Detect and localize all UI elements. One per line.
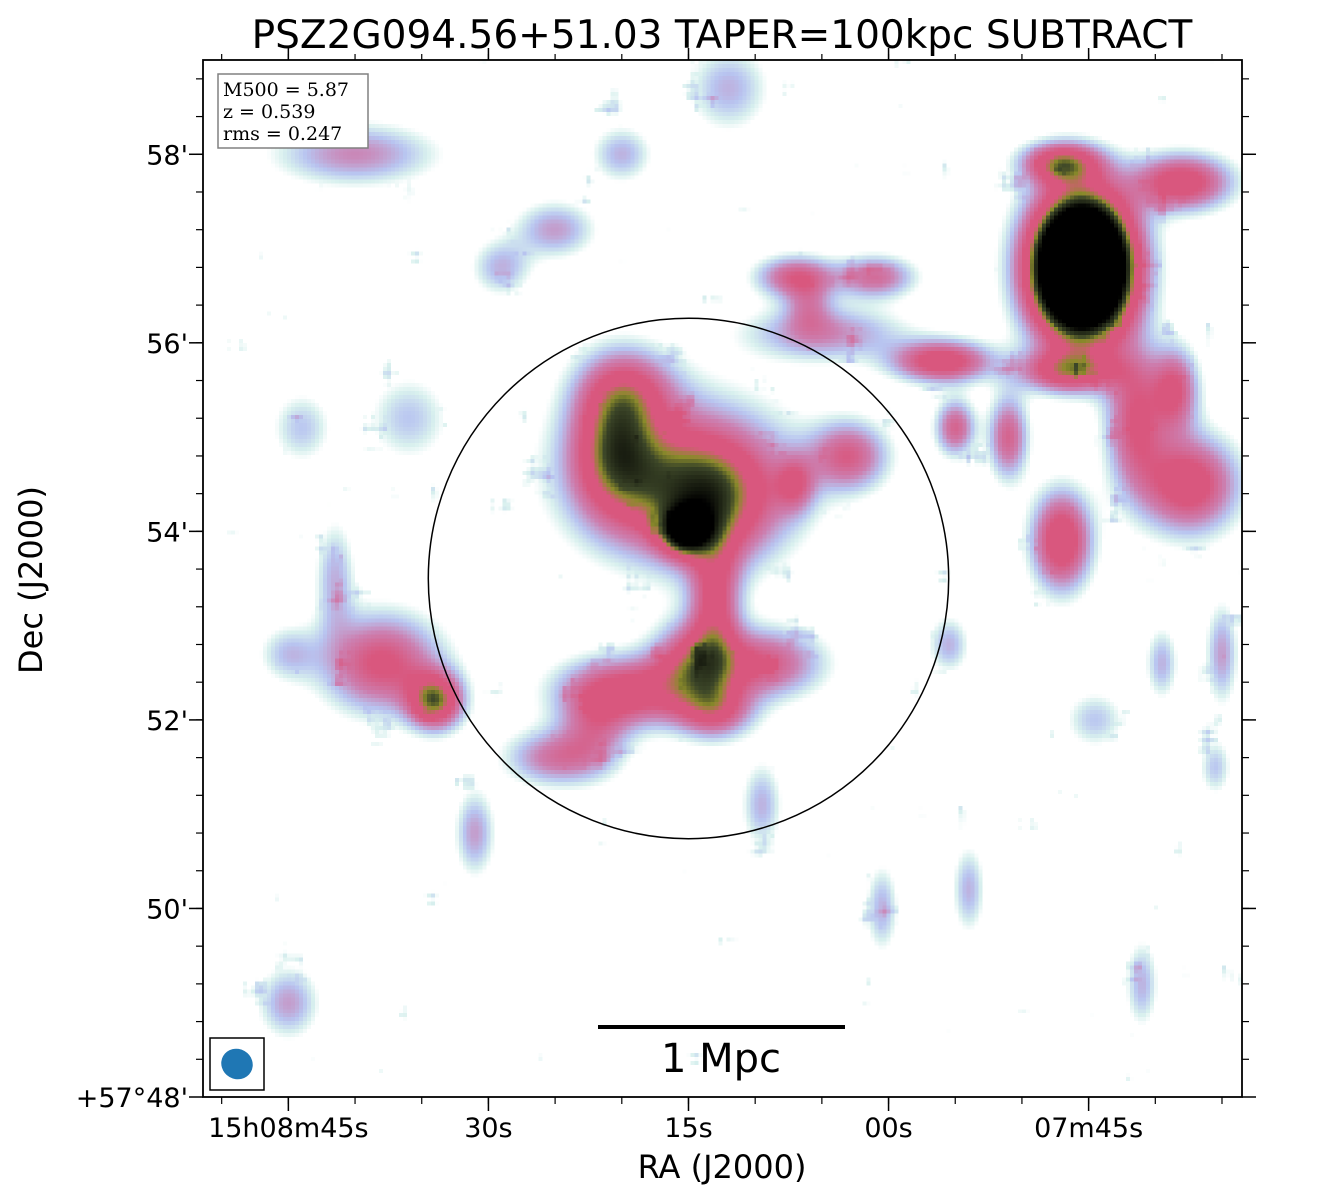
y-tick-label: 56' xyxy=(146,329,188,360)
x-tick-label: 00s xyxy=(864,1113,912,1144)
y-tick-label: 50' xyxy=(146,894,188,925)
x-tick-label: 07m45s xyxy=(1034,1113,1143,1144)
x-tick-label: 30s xyxy=(464,1113,512,1144)
beam-box xyxy=(209,1037,265,1091)
y-tick-label: +57°48' xyxy=(76,1083,188,1114)
y-tick-label: 54' xyxy=(146,517,188,548)
y-tick-label: 58' xyxy=(146,140,188,171)
x-tick-labels: 15h08m45s 30s 15s 00s 07m45s xyxy=(208,1113,1143,1144)
y-tick-labels: 58' 56' 54' 52' 50' +57°48' xyxy=(76,140,188,1114)
info-box-frame xyxy=(217,73,369,149)
x-axis-label: RA (J2000) xyxy=(638,1148,807,1186)
y-axis-label: Dec (J2000) xyxy=(12,486,50,674)
info-rms: rms = 0.247 xyxy=(223,123,342,145)
scale-bar: 1 Mpc xyxy=(598,1025,845,1082)
plot-area: M500 = 5.87 z = 0.539 rms = 0.247 1 Mpc xyxy=(202,59,1243,1098)
chart-title: PSZ2G094.56+51.03 TAPER=100kpc SUBTRACT xyxy=(252,13,1193,58)
info-box: M500 = 5.87 z = 0.539 rms = 0.247 xyxy=(217,73,369,149)
scale-bar-label: 1 Mpc xyxy=(661,1036,781,1082)
beam-ellipse xyxy=(221,1048,253,1080)
info-redshift: z = 0.539 xyxy=(223,101,315,123)
plot-frame xyxy=(202,59,1243,1098)
x-tick-label: 15h08m45s xyxy=(208,1113,369,1144)
x-tick-label: 15s xyxy=(664,1113,712,1144)
cluster-r500-circle xyxy=(427,317,950,840)
y-tick-label: 52' xyxy=(146,706,188,737)
axis-ticks xyxy=(189,48,1256,1111)
info-mass: M500 = 5.87 xyxy=(223,79,349,101)
radio-intensity-map xyxy=(203,60,1242,1097)
